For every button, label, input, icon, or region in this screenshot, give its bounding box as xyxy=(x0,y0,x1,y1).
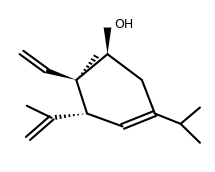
Polygon shape xyxy=(107,28,108,54)
Text: OH: OH xyxy=(114,18,133,31)
Polygon shape xyxy=(104,28,111,54)
Polygon shape xyxy=(45,68,76,80)
